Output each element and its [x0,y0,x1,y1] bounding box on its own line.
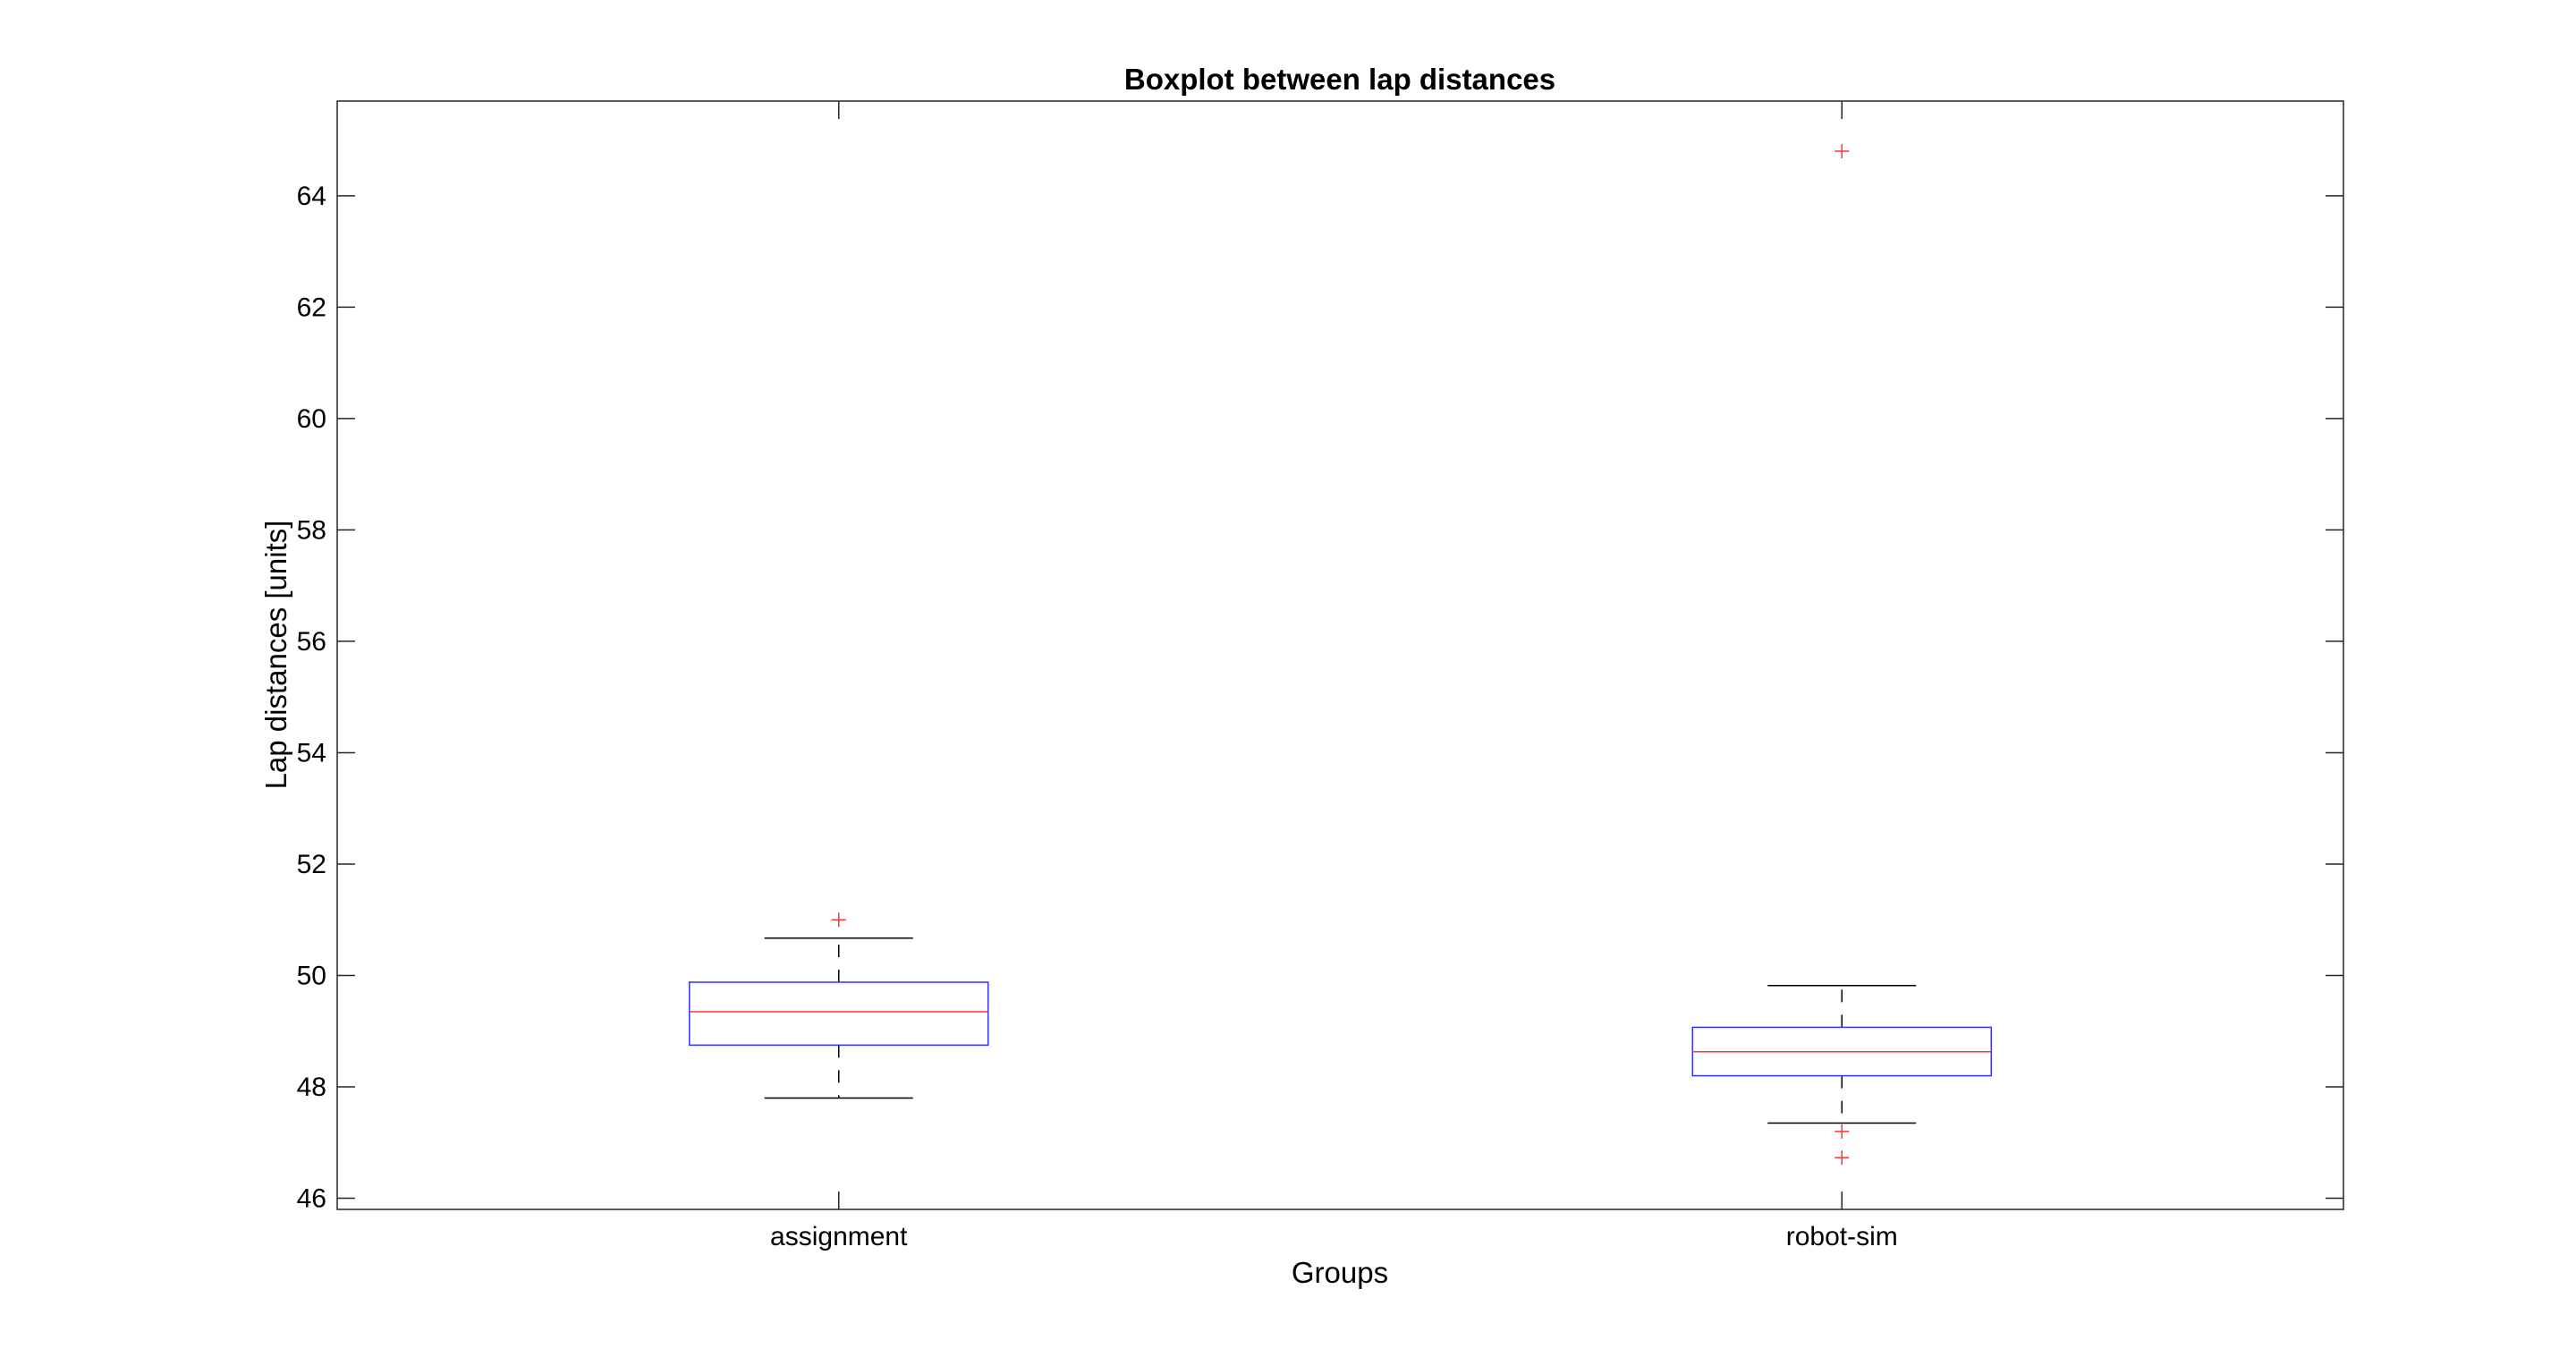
boxes-layer [689,144,1992,1166]
outlier-marker [831,912,846,928]
outlier-marker [1835,1150,1850,1166]
outlier-marker [1835,144,1850,159]
y-axis: 46 48 50 52 54 56 58 60 62 64 [297,182,2343,1214]
plot-area [336,100,2344,1210]
x-axis: assignment robot-sim [770,101,1898,1251]
y-tick-label: 52 [297,850,326,879]
chart-title: Boxplot between lap distances [1124,63,1555,96]
x-tick-label: assignment [770,1222,908,1251]
y-tick-label: 64 [297,182,326,211]
box-robot-sim [1691,144,1992,1166]
y-tick-label: 50 [297,962,326,991]
box-assignment [689,912,989,1099]
y-tick-label: 46 [297,1184,326,1214]
x-tick-label: robot-sim [1786,1222,1898,1251]
outlier-marker [1835,1124,1850,1139]
y-tick-label: 54 [297,738,326,768]
y-tick-label: 62 [297,293,326,322]
y-axis-label: Lap distances [units] [259,521,292,790]
x-axis-label: Groups [1292,1256,1388,1289]
y-tick-label: 58 [297,515,326,545]
y-tick-label: 60 [297,404,326,434]
y-tick-label: 56 [297,627,326,657]
box-body [689,981,989,1047]
y-tick-label: 48 [297,1073,326,1102]
